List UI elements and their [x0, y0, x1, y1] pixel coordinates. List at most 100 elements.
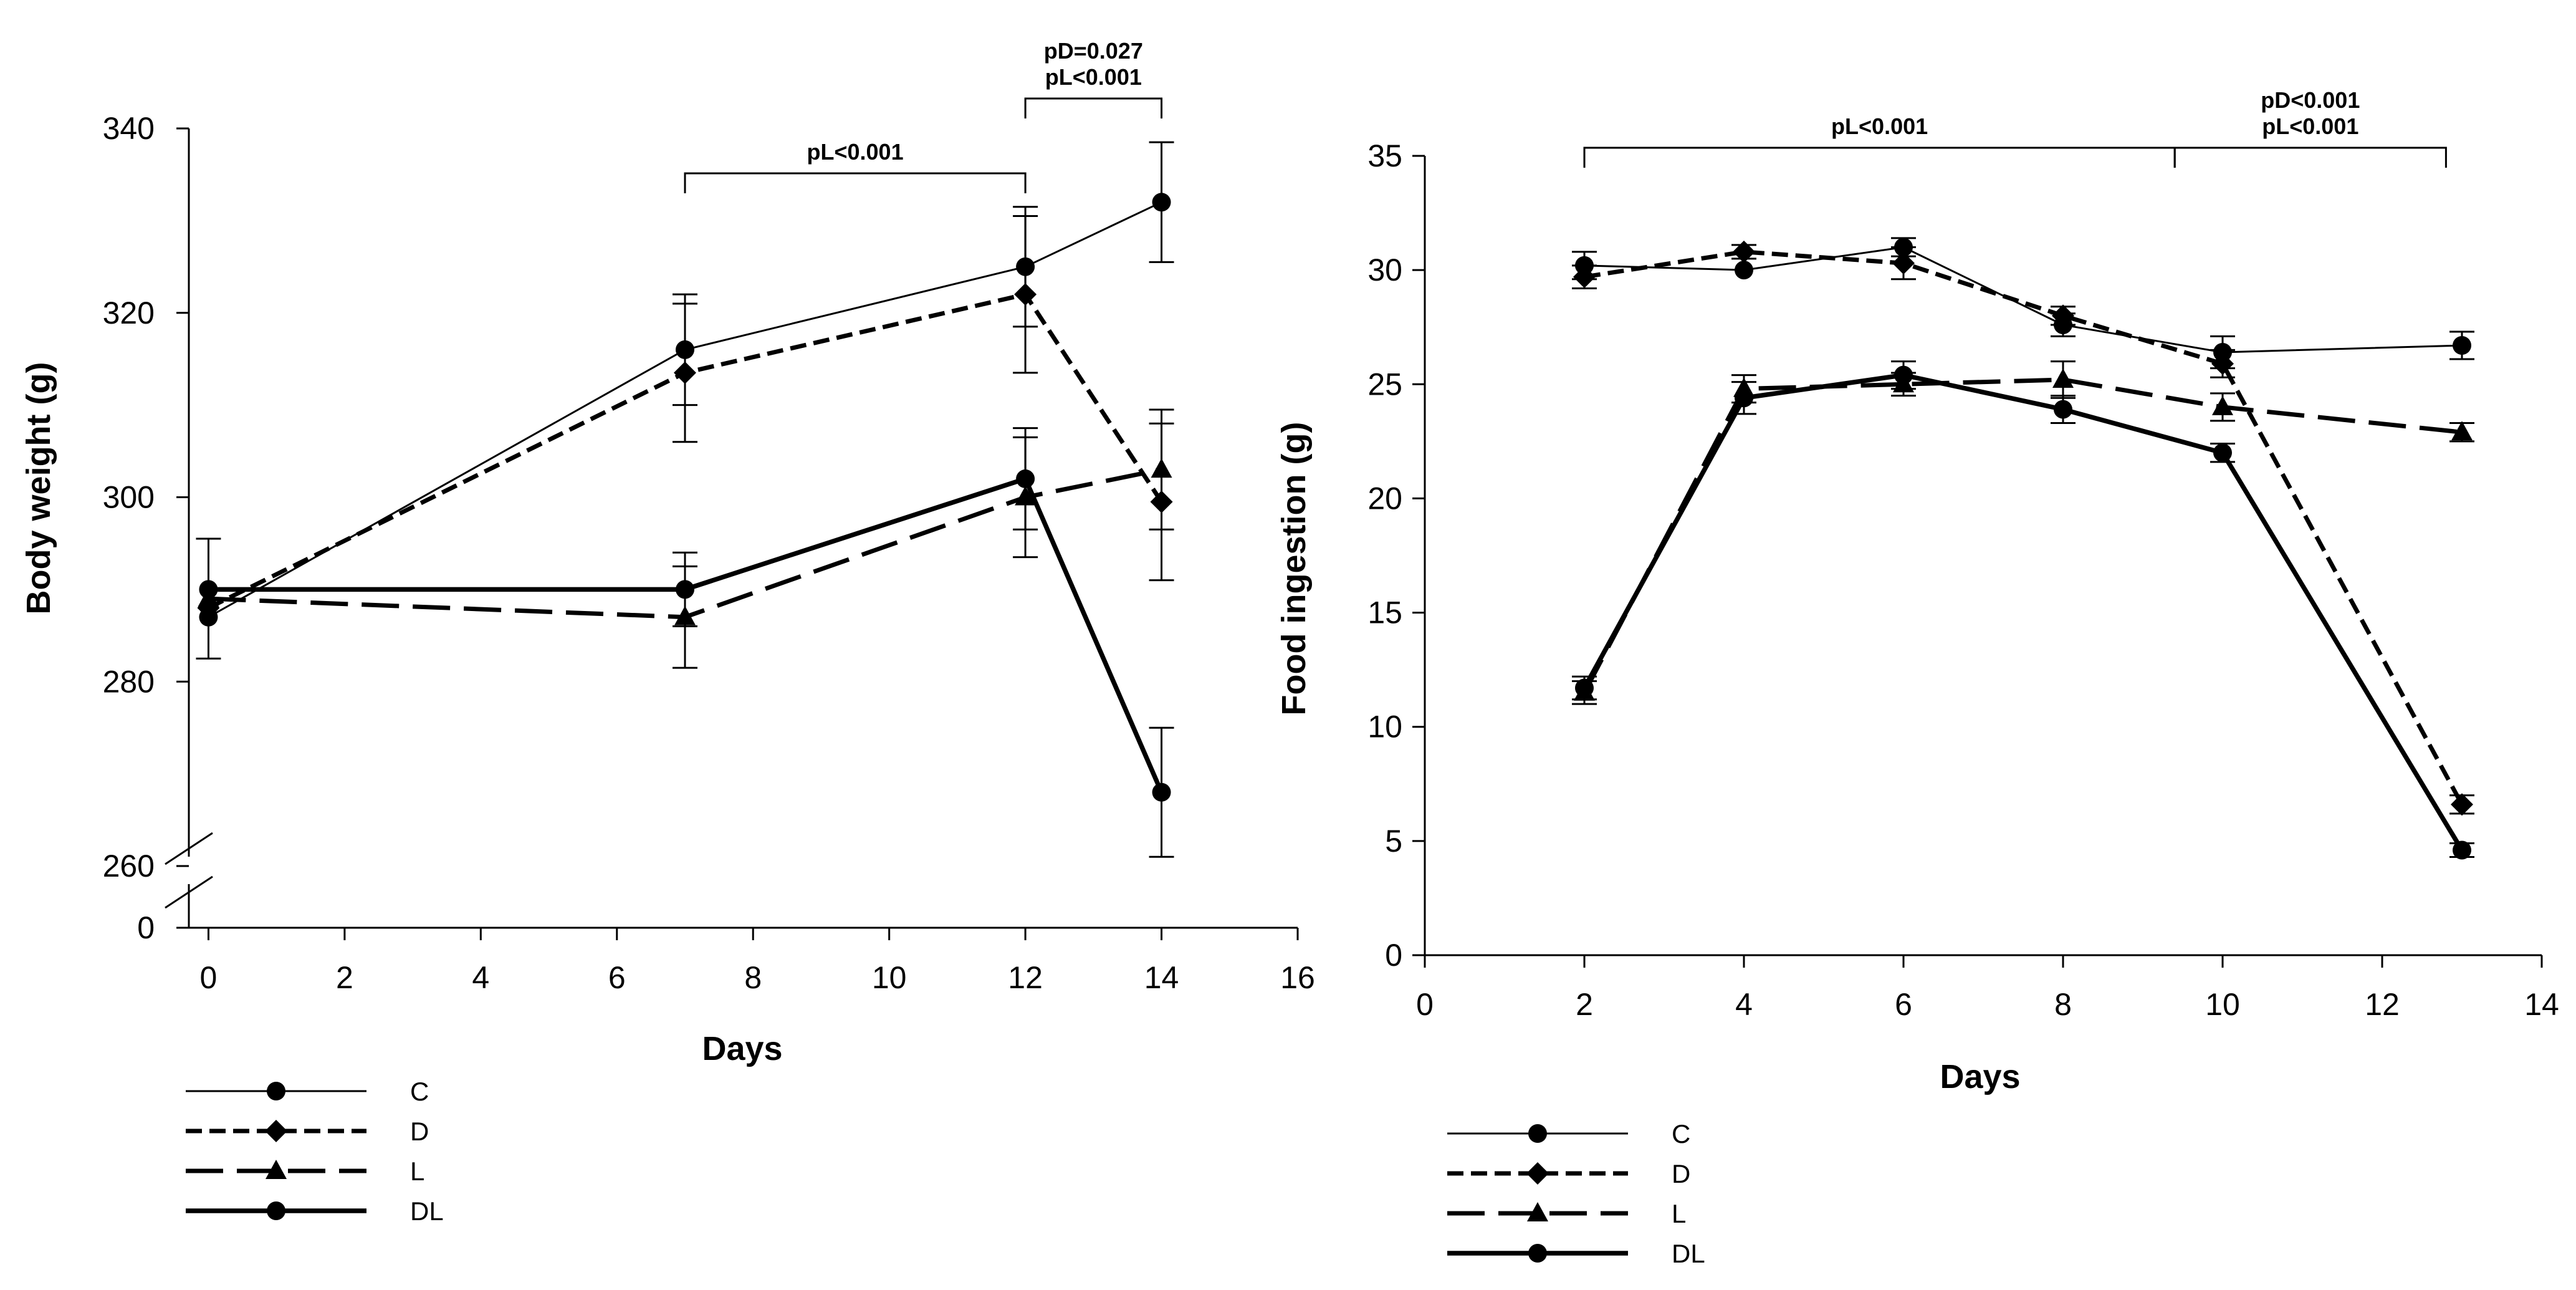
annotation-text: pD<0.001 — [2261, 87, 2360, 113]
data-point — [2212, 395, 2233, 415]
series-line-c — [208, 201, 1162, 619]
legend-marker — [1527, 1202, 1548, 1221]
data-point — [1735, 388, 1753, 408]
axis-break-mark — [165, 832, 213, 865]
data-point — [1152, 193, 1171, 212]
data-point — [1894, 365, 1913, 385]
data-point — [1573, 266, 1596, 289]
y-tick-label: 35 — [1367, 138, 1402, 173]
y-tick-label: 0 — [137, 910, 155, 945]
y-tick-label: 10 — [1367, 710, 1402, 744]
data-point — [676, 580, 694, 599]
data-point — [1152, 782, 1171, 802]
bracket-line — [2173, 147, 2447, 168]
y-tick-label: 260 — [103, 849, 155, 883]
data-point — [1735, 261, 1753, 280]
y-axis-label: Body weight (g) — [20, 362, 57, 615]
x-tick-label: 0 — [1416, 987, 1434, 1022]
legend-label: L — [410, 1157, 424, 1186]
legend-label: C — [410, 1077, 429, 1106]
series-line-d — [207, 292, 1164, 610]
legend-marker — [265, 1120, 287, 1142]
annotation-text: pL<0.001 — [1831, 113, 1928, 139]
annotation-text: pD=0.027 — [1044, 38, 1143, 64]
significance-bracket: pL<0.001 — [684, 139, 1027, 193]
y-axis-label: Food ingestion (g) — [1275, 422, 1313, 716]
y-tick-label: 320 — [103, 296, 155, 330]
significance-bracket: pL<0.001 — [1583, 113, 2176, 168]
food-ingestion-chart: 0 2 4 6 8 10 12 14 0 5 10 15 20 25 30 35 Days Food ingest… — [1275, 87, 2559, 1268]
data-point — [2052, 368, 2074, 388]
series-l — [1572, 360, 2474, 705]
x-tick-label: 6 — [608, 960, 626, 995]
y-tick-label: 25 — [1367, 367, 1402, 402]
legend-label: C — [1672, 1119, 1690, 1148]
legend-marker — [1528, 1124, 1547, 1143]
x-tick-label: 4 — [1735, 987, 1753, 1022]
annotation-text: pL<0.001 — [807, 139, 904, 165]
axis-break-mark — [165, 875, 213, 909]
legend-label: D — [410, 1117, 429, 1146]
x-tick-label: 14 — [2524, 987, 2559, 1022]
legend-label: DL — [410, 1196, 444, 1226]
x-tick-label: 10 — [2205, 987, 2240, 1022]
x-tick-label: 10 — [872, 960, 907, 995]
legend-label: L — [1672, 1199, 1686, 1228]
x-tick-label: 2 — [1576, 987, 1593, 1022]
legend-label: D — [1672, 1159, 1690, 1188]
legend-marker — [1528, 1244, 1547, 1263]
series-line-l — [1582, 377, 2463, 694]
data-point — [2453, 840, 2471, 860]
data-point — [2052, 304, 2074, 327]
legend-marker — [266, 1160, 287, 1179]
legend-marker — [1526, 1162, 1549, 1185]
y-tick-label: 0 — [1385, 938, 1402, 973]
y-tick-label: 340 — [103, 111, 155, 146]
x-tick-label: 6 — [1895, 987, 1912, 1022]
series-l — [196, 408, 1174, 669]
data-point — [2453, 336, 2471, 355]
x-tick-label: 8 — [2054, 987, 2072, 1022]
data-point — [1575, 678, 1594, 698]
data-point — [1016, 469, 1035, 488]
bracket-line — [684, 172, 1027, 193]
series-line-c — [1584, 246, 2463, 354]
y-tick-label: 300 — [103, 480, 155, 515]
annotation-text: pL<0.001 — [1045, 64, 1142, 90]
x-tick-label: 14 — [1144, 960, 1179, 995]
series-dl — [199, 427, 1174, 858]
series-c — [199, 141, 1174, 627]
y-tick-label: 280 — [103, 664, 155, 699]
legend-marker — [267, 1082, 285, 1100]
data-point — [2054, 400, 2072, 419]
series-line-d — [1584, 249, 2464, 806]
data-point — [2451, 421, 2473, 441]
series-line-dl — [208, 476, 1164, 794]
bracket-line — [1024, 97, 1163, 118]
data-point — [199, 580, 218, 599]
x-axis-label: Days — [702, 1030, 782, 1067]
series-dl — [1572, 360, 2474, 860]
y-tick-label: 30 — [1367, 253, 1402, 287]
data-point — [1892, 252, 1915, 275]
data-point — [2211, 352, 2234, 375]
x-tick-label: 8 — [744, 960, 762, 995]
y-tick-label: 5 — [1385, 824, 1402, 859]
data-point — [1014, 283, 1037, 306]
series-d — [1572, 240, 2474, 816]
data-point — [1733, 240, 1755, 263]
series-line-l — [208, 467, 1162, 620]
x-axis-label: Days — [1940, 1058, 2020, 1095]
y-tick-label: 15 — [1367, 595, 1402, 630]
data-point — [674, 361, 696, 384]
x-tick-label: 16 — [1280, 960, 1315, 995]
legend-marker — [267, 1201, 285, 1220]
legend-label: DL — [1672, 1239, 1705, 1268]
bracket-line — [1583, 147, 2176, 168]
x-tick-label: 12 — [2365, 987, 2400, 1022]
